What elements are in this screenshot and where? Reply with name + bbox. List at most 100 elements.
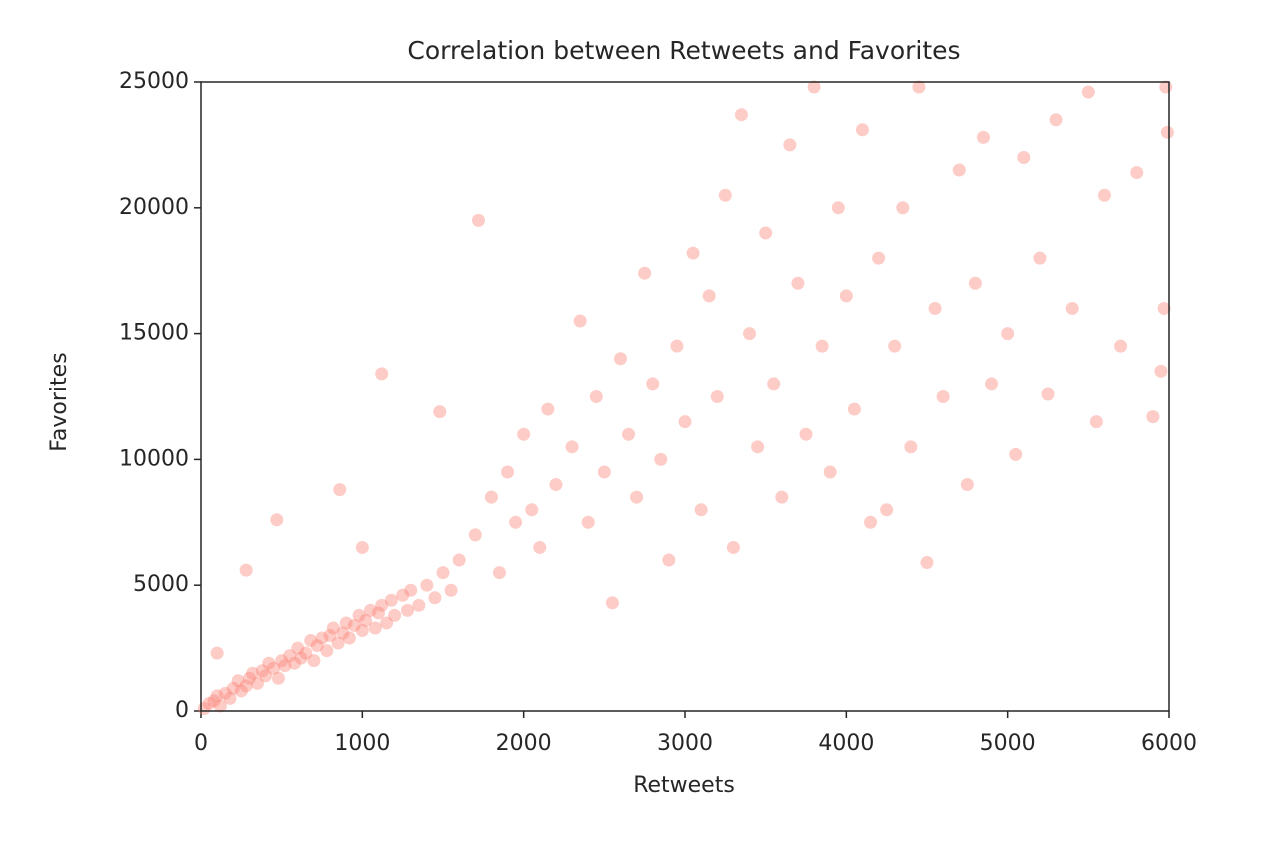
point: [1154, 364, 1168, 378]
point: [662, 553, 676, 567]
point: [775, 490, 789, 504]
point: [1157, 301, 1171, 315]
point: [452, 553, 466, 567]
x-tick-label: 4000: [818, 731, 874, 756]
point: [368, 621, 382, 635]
point: [388, 608, 402, 622]
point: [267, 661, 281, 675]
x-axis-label: Retweets: [633, 773, 735, 798]
point: [799, 427, 813, 441]
point: [359, 613, 373, 627]
point: [375, 367, 389, 381]
point: [678, 415, 692, 429]
x-tick-label: 0: [194, 731, 208, 756]
point: [320, 644, 334, 658]
point: [352, 608, 366, 622]
y-tick-label: 15000: [119, 321, 189, 346]
point: [985, 377, 999, 391]
point: [654, 452, 668, 466]
x-tick-label: 2000: [496, 731, 552, 756]
point: [952, 163, 966, 177]
point: [1009, 447, 1023, 461]
point: [484, 490, 498, 504]
point: [336, 626, 350, 640]
y-tick-label: 10000: [119, 446, 189, 471]
point: [218, 686, 232, 700]
point: [234, 684, 248, 698]
point: [363, 603, 377, 617]
point: [1081, 85, 1095, 99]
point: [278, 659, 292, 673]
point: [815, 339, 829, 353]
point: [1160, 125, 1174, 139]
point: [726, 540, 740, 554]
point: [864, 515, 878, 529]
point: [936, 390, 950, 403]
point: [565, 440, 579, 454]
point: [1089, 415, 1103, 429]
point: [231, 674, 245, 688]
point: [960, 478, 974, 492]
point: [210, 646, 224, 660]
point: [904, 440, 918, 454]
point: [912, 80, 926, 94]
point: [888, 339, 902, 353]
x-tick-label: 5000: [980, 731, 1036, 756]
point: [420, 578, 434, 592]
point: [589, 390, 603, 403]
point: [694, 503, 708, 517]
point: [307, 654, 321, 668]
point: [718, 188, 732, 202]
point: [613, 352, 627, 366]
point: [262, 656, 276, 670]
point: [831, 201, 845, 215]
x-tick-label: 1000: [334, 731, 390, 756]
point: [968, 276, 982, 290]
point: [646, 377, 660, 391]
point: [259, 669, 273, 683]
point: [734, 108, 748, 122]
point: [246, 666, 260, 680]
point: [581, 515, 595, 529]
point: [339, 616, 353, 630]
point: [686, 246, 700, 260]
point: [880, 503, 894, 517]
point: [428, 591, 442, 605]
y-tick-label: 20000: [119, 195, 189, 220]
point: [331, 636, 345, 650]
point: [1130, 166, 1144, 180]
point: [404, 583, 418, 597]
point: [702, 289, 716, 303]
point: [342, 631, 356, 645]
point: [202, 696, 216, 710]
point: [1001, 327, 1015, 341]
point: [401, 603, 415, 617]
point: [1017, 150, 1031, 164]
point: [630, 490, 644, 504]
point: [283, 649, 297, 663]
point: [855, 123, 869, 137]
point: [471, 213, 485, 227]
x-tick-label: 3000: [657, 731, 713, 756]
point: [920, 556, 934, 570]
point: [1146, 410, 1160, 424]
y-tick-label: 5000: [133, 572, 189, 597]
point: [210, 689, 224, 703]
point: [1114, 339, 1128, 353]
point: [294, 651, 308, 665]
point: [223, 691, 237, 705]
point: [375, 598, 389, 612]
point: [541, 402, 555, 416]
point: [839, 289, 853, 303]
point: [517, 427, 531, 441]
chart-title: Correlation between Retweets and Favorit…: [407, 36, 960, 65]
point: [310, 639, 324, 653]
point: [380, 616, 394, 630]
point: [355, 540, 369, 554]
point: [433, 405, 447, 419]
point: [239, 679, 253, 693]
point: [207, 694, 221, 708]
point: [1065, 301, 1079, 315]
point: [242, 671, 256, 685]
